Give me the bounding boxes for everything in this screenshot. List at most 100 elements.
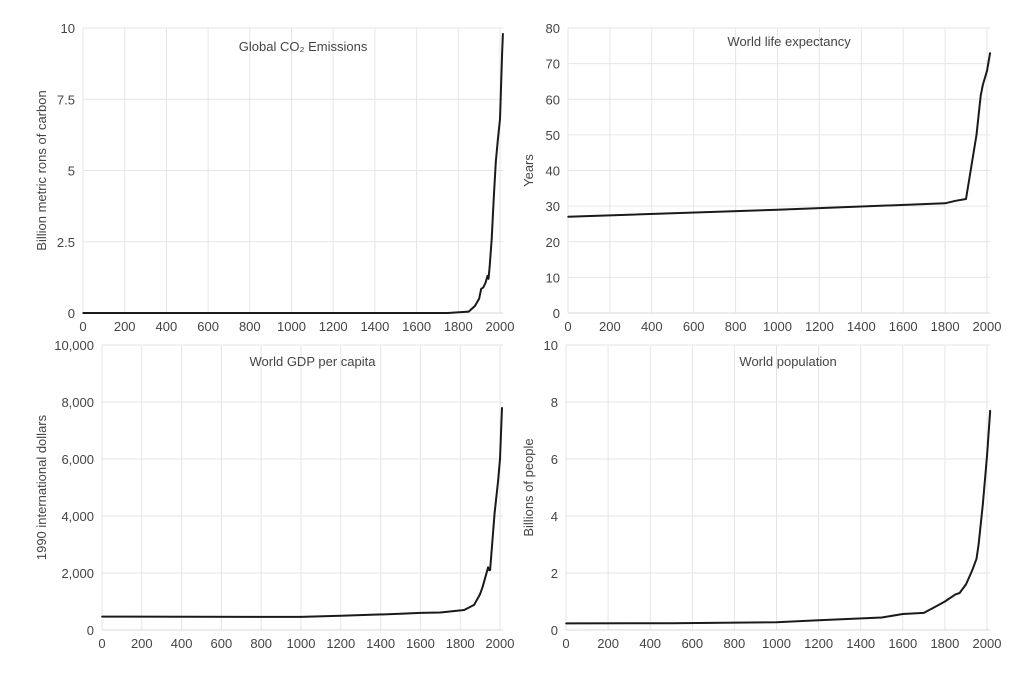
data-point: [499, 458, 501, 460]
data-point: [965, 198, 967, 200]
data-point: [484, 282, 487, 284]
data-point: [989, 409, 991, 412]
data-point: [776, 208, 779, 211]
series-line: [101, 407, 503, 618]
x-tick-label: 600: [197, 319, 219, 334]
y-axis-label: Billions of people: [521, 438, 536, 536]
x-tick-label: 1800: [930, 636, 959, 651]
x-tick-label: 800: [239, 319, 261, 334]
x-tick-label: 1800: [446, 636, 475, 651]
x-tick-label: 1600: [406, 636, 435, 651]
data-point: [419, 612, 422, 614]
y-tick-label: 8,000: [61, 395, 94, 410]
y-tick-label: 10: [544, 338, 558, 353]
data-point: [954, 199, 957, 202]
panel-title: World population: [739, 354, 836, 369]
y-tick-label: 0: [553, 306, 560, 321]
x-tick-label: 1200: [326, 636, 355, 651]
series-line: [565, 410, 992, 625]
x-tick-label: 0: [79, 319, 86, 334]
data-point: [565, 622, 567, 625]
x-tick-label: 800: [250, 636, 272, 651]
y-tick-label: 20: [546, 235, 560, 250]
panel-4: 0 200 400 600 800 1000 1200 1400 1600 1800 2000 0 2 4…: [521, 338, 1001, 651]
data-point: [467, 310, 470, 313]
y-tick-label: 8: [551, 395, 558, 410]
panel-title: World life expectancy: [727, 34, 851, 49]
x-tick-label: 600: [683, 319, 705, 334]
data-point: [482, 286, 485, 289]
data-point: [487, 278, 490, 280]
x-tick-label: 400: [641, 319, 663, 334]
data-point: [473, 604, 475, 606]
data-point: [479, 593, 481, 595]
data-point: [499, 118, 501, 120]
y-tick-label: 0: [68, 306, 75, 321]
y-axis-label: Years: [521, 154, 536, 187]
x-tick-label: 2000: [973, 636, 1002, 651]
x-tick-label: 400: [639, 636, 661, 651]
x-tick-label: 200: [114, 319, 136, 334]
y-tick-label: 60: [546, 92, 560, 107]
data-point: [965, 583, 967, 586]
data-point: [977, 543, 980, 546]
series-line: [567, 52, 992, 218]
panel-2: 0 200 400 600 800 1000 1200 1400 1600 1800 2000 0 10…: [521, 21, 1001, 334]
data-point: [439, 611, 442, 614]
data-point: [82, 312, 84, 314]
y-axis-label: Billion metric rons of carbon: [34, 90, 49, 250]
x-tick-label: 400: [156, 319, 178, 334]
x-tick-label: 1800: [444, 319, 473, 334]
data-point: [502, 32, 504, 35]
data-point: [488, 266, 491, 269]
data-point: [975, 557, 978, 560]
data-point: [489, 569, 491, 571]
x-tick-label: 1400: [847, 319, 876, 334]
y-tick-label: 7.5: [57, 92, 75, 107]
data-point: [497, 138, 499, 140]
x-tick-label: 0: [98, 636, 105, 651]
y-tick-label: 70: [546, 57, 560, 72]
x-tick-label: 1400: [366, 636, 395, 651]
data-point: [670, 622, 673, 624]
x-tick-label: 200: [131, 636, 153, 651]
x-tick-label: 1800: [931, 319, 960, 334]
data-point: [490, 238, 493, 240]
data-point: [944, 202, 946, 205]
y-axis-label: 1990 international dollars: [34, 414, 49, 560]
y-tick-label: 4: [551, 509, 558, 524]
y-tick-label: 10: [546, 270, 560, 285]
y-tick-label: 2.5: [57, 235, 75, 250]
series-line: [83, 33, 504, 314]
data-point: [399, 612, 402, 615]
y-tick-label: 80: [546, 21, 560, 36]
data-point: [989, 52, 991, 54]
data-point: [501, 52, 503, 55]
x-tick-label: 1400: [360, 319, 389, 334]
y-tick-label: 0: [87, 623, 94, 638]
data-point: [933, 606, 936, 608]
data-point: [986, 69, 988, 72]
data-point: [979, 94, 982, 97]
panel-3: 0 200 400 600 800 1000 1200 1400 1600 1800 2000 0 2,…: [34, 338, 514, 651]
data-point: [101, 615, 103, 618]
data-point: [954, 593, 957, 596]
x-tick-label: 1000: [287, 636, 316, 651]
panel-1: 0 200 400 600 800 1000 1200 1400 1600 1800 2000 0 2.…: [34, 21, 514, 334]
data-point: [478, 297, 480, 300]
y-tick-label: 50: [546, 128, 560, 143]
x-tick-label: 800: [724, 636, 746, 651]
x-tick-label: 1200: [319, 319, 348, 334]
y-tick-label: 2: [551, 566, 558, 581]
data-point: [340, 614, 342, 617]
x-tick-label: 400: [171, 636, 193, 651]
y-tick-label: 4,000: [61, 509, 94, 524]
data-point: [480, 287, 483, 290]
data-point: [971, 569, 974, 571]
data-point: [492, 198, 495, 200]
data-point: [975, 134, 978, 136]
y-tick-label: 10,000: [54, 338, 94, 353]
panel-title: Global CO₂ Emissions: [239, 39, 368, 54]
x-tick-label: 1400: [846, 636, 875, 651]
data-point: [495, 161, 497, 163]
